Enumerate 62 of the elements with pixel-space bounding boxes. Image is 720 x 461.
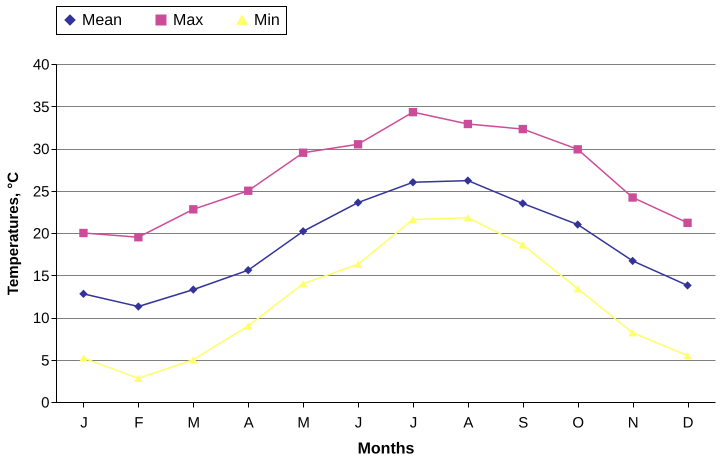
y-tick-label: 15 bbox=[32, 268, 50, 285]
point bbox=[189, 285, 198, 294]
y-axis-title: Temperatures, °C bbox=[4, 172, 22, 296]
point bbox=[298, 148, 308, 157]
legend-label: Min bbox=[254, 12, 280, 29]
point bbox=[244, 266, 252, 274]
x-tick-label: J bbox=[354, 414, 362, 432]
point bbox=[244, 322, 252, 330]
point bbox=[574, 220, 582, 229]
point bbox=[628, 256, 637, 266]
point bbox=[408, 178, 418, 186]
y-tick-label: 20 bbox=[32, 226, 50, 242]
point bbox=[134, 374, 143, 382]
y-tick-label: 35 bbox=[32, 98, 50, 116]
point bbox=[464, 176, 472, 185]
point bbox=[464, 120, 472, 128]
x-tick-label: D bbox=[682, 414, 694, 432]
x-tick-label: S bbox=[518, 414, 528, 432]
point bbox=[354, 140, 362, 148]
x-tick-label: A bbox=[244, 414, 254, 432]
point bbox=[683, 218, 692, 228]
point bbox=[189, 356, 198, 364]
point bbox=[683, 352, 692, 360]
point bbox=[354, 198, 362, 207]
point bbox=[408, 216, 418, 224]
point bbox=[464, 214, 472, 222]
point bbox=[244, 186, 252, 195]
y-tick-label: 10 bbox=[32, 310, 50, 327]
point bbox=[298, 280, 308, 288]
point bbox=[518, 199, 527, 208]
point bbox=[134, 302, 143, 311]
point bbox=[683, 281, 692, 290]
point bbox=[298, 227, 308, 236]
point bbox=[79, 228, 88, 238]
point bbox=[628, 329, 637, 336]
point bbox=[79, 290, 88, 298]
x-tick-label: A bbox=[463, 414, 474, 432]
x-tick-label: O bbox=[572, 414, 584, 432]
y-tick-label: 0 bbox=[41, 394, 50, 412]
point bbox=[574, 285, 582, 292]
x-tick-label: J bbox=[410, 414, 418, 432]
x-tick-label: J bbox=[80, 414, 88, 432]
point bbox=[628, 193, 637, 202]
y-tick-label: 25 bbox=[32, 183, 50, 200]
y-tick-label: 5 bbox=[41, 352, 50, 370]
point bbox=[518, 124, 527, 134]
point bbox=[79, 354, 88, 362]
y-tick-label: 40 bbox=[32, 56, 50, 74]
legend-label: Max bbox=[173, 12, 204, 29]
point bbox=[354, 260, 362, 268]
x-tick-label: N bbox=[628, 414, 639, 432]
legend-label: Mean bbox=[82, 12, 122, 29]
x-tick-label: M bbox=[297, 414, 310, 432]
x-tick-label: M bbox=[188, 414, 200, 432]
point bbox=[518, 241, 527, 248]
y-tick-label: 30 bbox=[32, 141, 50, 158]
point bbox=[189, 205, 198, 214]
x-axis-title: Months bbox=[358, 440, 415, 458]
point bbox=[574, 145, 582, 154]
point bbox=[408, 108, 418, 116]
x-tick-label: F bbox=[134, 414, 144, 432]
point bbox=[134, 233, 143, 242]
